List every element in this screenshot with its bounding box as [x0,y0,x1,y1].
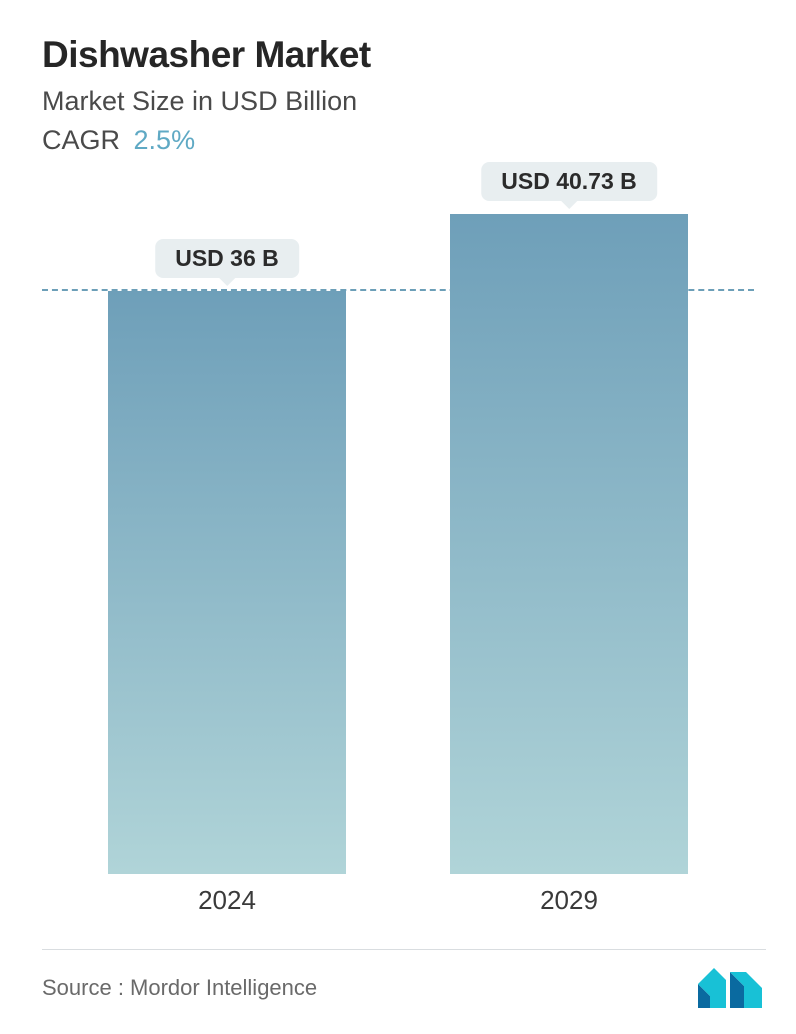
value-tag: USD 36 B [155,239,299,278]
header: Dishwasher Market Market Size in USD Bil… [0,0,796,156]
page-title: Dishwasher Market [42,34,754,76]
x-axis-label: 2024 [198,885,256,916]
cagr-label: CAGR [42,125,120,155]
cagr-line: CAGR 2.5% [42,125,754,156]
bar: USD 36 B [108,291,346,874]
cagr-value: 2.5% [134,125,196,155]
subtitle: Market Size in USD Billion [42,86,754,117]
value-tag: USD 40.73 B [481,162,657,201]
brand-logo-icon [696,966,766,1010]
footer: Source : Mordor Intelligence [42,949,766,1010]
source-text: Source : Mordor Intelligence [42,975,317,1001]
x-axis-label: 2029 [540,885,598,916]
bar-chart: USD 36 B 2024 USD 40.73 B 2029 [42,210,754,916]
bar: USD 40.73 B [450,214,688,874]
